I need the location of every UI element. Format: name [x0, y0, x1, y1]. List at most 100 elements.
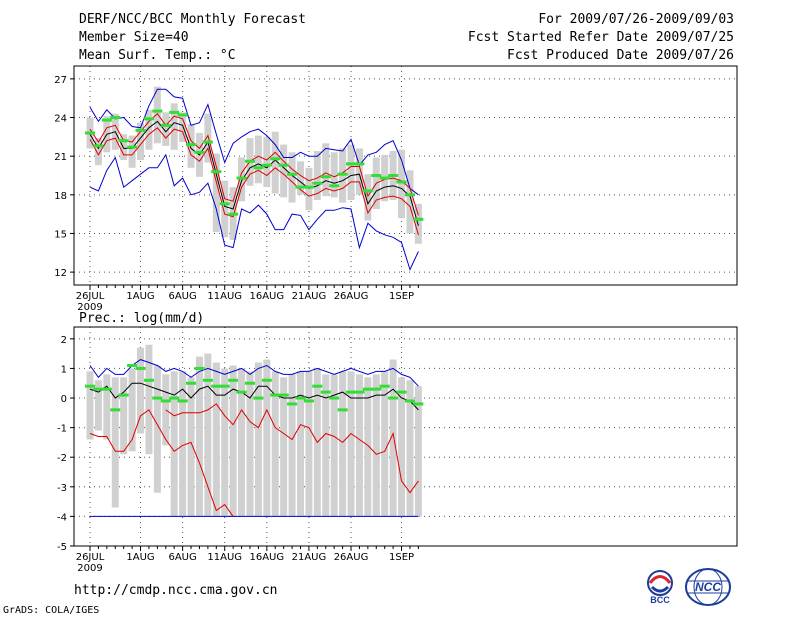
- prec-xtick-label: 6AUG: [168, 552, 196, 563]
- temp-median-marker: [320, 175, 331, 179]
- prec-ytick-label: 0: [61, 394, 67, 405]
- temp-xtick-label: 1AUG: [126, 291, 154, 302]
- prec-median-marker: [329, 396, 340, 400]
- prec-spread-box: [238, 368, 246, 517]
- prec-spread-box: [254, 362, 262, 517]
- prec-median-marker: [287, 402, 298, 406]
- prec-spread-box: [162, 374, 170, 446]
- prec-ytick-label: 2: [61, 335, 67, 346]
- ncc-logo-text: NCC: [695, 580, 721, 594]
- temp-median-marker: [169, 110, 180, 114]
- prec-spread-box: [263, 359, 271, 517]
- temp-median-marker: [186, 143, 197, 147]
- temp-median-marker: [278, 163, 289, 167]
- prec-spread-box: [204, 353, 212, 517]
- temp-ytick-label: 18: [54, 191, 67, 202]
- temp-spread-box: [355, 148, 363, 195]
- prec-median-marker: [413, 402, 424, 406]
- temp-spread-box: [305, 167, 313, 211]
- prec-spread-box: [246, 371, 254, 517]
- prec-median-marker: [186, 381, 197, 385]
- temp-upper-outer-line: [89, 88, 419, 196]
- temp-spread-box: [204, 113, 212, 163]
- prec-spread-box: [212, 362, 220, 517]
- prec-median-marker: [211, 384, 222, 388]
- prec-spread-box: [153, 365, 161, 493]
- temp-median-marker: [362, 189, 373, 193]
- prec-upper-outer-line: [89, 359, 419, 387]
- prec-lower-inner-line-2: [165, 403, 419, 494]
- prec-ytick-label: -2: [57, 453, 67, 464]
- temp-median-marker: [202, 140, 213, 144]
- prec-spread-box: [187, 377, 195, 517]
- temp-spread-box: [364, 174, 372, 221]
- prec-spread-box: [195, 356, 203, 517]
- temp-median-marker: [354, 162, 365, 166]
- temp-ytick-label: 27: [54, 75, 67, 86]
- prec-spread-box: [355, 374, 363, 517]
- prec-median-marker: [177, 399, 188, 403]
- prec-spread-box: [389, 359, 397, 517]
- temp-median-marker: [219, 202, 230, 206]
- temp-spread-box: [398, 149, 406, 219]
- temp-median-marker: [177, 113, 188, 117]
- prec-median-marker: [303, 399, 314, 403]
- temp-upper-inner-line: [89, 112, 419, 216]
- temp-median-marker: [396, 180, 407, 184]
- prec-title: Prec.: log(mm/d): [79, 311, 205, 326]
- prec-spread-box: [305, 371, 313, 517]
- temp-median-marker: [135, 128, 146, 132]
- temp-median-marker: [337, 172, 348, 176]
- temp-ytick-label: 12: [54, 268, 67, 279]
- prec-spread-box: [271, 371, 279, 517]
- prec-spread-box: [406, 380, 414, 517]
- temp-median-marker: [295, 185, 306, 189]
- prec-median-marker: [295, 396, 306, 400]
- temp-median-marker: [236, 176, 247, 180]
- prec-spread-box: [179, 371, 187, 517]
- temp-spread-box: [153, 86, 161, 144]
- prec-spread-box: [364, 377, 372, 517]
- temp-median-marker: [152, 109, 163, 113]
- prec-spread-box: [229, 365, 237, 517]
- prec-spread-box: [330, 374, 338, 517]
- temp-median-marker: [143, 117, 154, 121]
- prec-median-marker: [337, 408, 348, 412]
- temp-spread-box: [313, 151, 321, 200]
- temp-median-marker: [85, 131, 95, 135]
- temp-median-marker: [194, 150, 205, 154]
- prec-median-marker: [118, 393, 129, 397]
- prec-median-marker: [362, 387, 373, 391]
- prec-spread-box: [322, 374, 330, 517]
- temp-spread-box: [212, 153, 220, 233]
- prec-median-marker: [202, 378, 213, 382]
- prec-spread-box: [381, 371, 389, 517]
- prec-xtick-label: 26AUG: [334, 552, 369, 563]
- prec-median-marker: [320, 390, 331, 394]
- temp-panel: 12 15 18 21 24 27 26JUL 1AUG 6AUG 11AUG 16AUG 21AUG…: [54, 65, 738, 313]
- prec-median-marker: [270, 393, 281, 397]
- temp-year-label: 2009: [77, 302, 102, 313]
- temp-spread-box: [162, 112, 170, 146]
- temp-spread-box: [254, 135, 262, 184]
- prec-median-marker: [127, 363, 138, 367]
- prec-median-marker: [110, 408, 121, 412]
- temp-spread-box: [280, 144, 288, 198]
- prec-xtick-label: 1SEP: [389, 552, 414, 563]
- temp-spread-box: [297, 161, 304, 195]
- prec-spread-box: [111, 377, 119, 508]
- prec-panel: -5 -4 -3 -2 -1 0 1 2 26JUL 1AUG 6AUG 11AUG 16AUG 21AU…: [57, 326, 738, 574]
- prec-mean-line: [89, 382, 419, 411]
- temp-median-marker: [404, 193, 415, 197]
- prec-spread-box: [86, 371, 94, 440]
- prec-year-label: 2009: [77, 563, 102, 574]
- footer-url: http://cmdp.ncc.cma.gov.cn: [74, 583, 278, 598]
- temp-spread-box: [406, 170, 414, 234]
- prec-median-marker: [379, 384, 390, 388]
- prec-median-marker: [388, 396, 399, 400]
- prec-median-marker: [312, 384, 323, 388]
- variable-label: Mean Surf. Temp.: °C: [79, 48, 236, 63]
- prec-median-marker: [194, 366, 205, 370]
- grads-credit: GrADS: COLA/IGES: [3, 605, 100, 616]
